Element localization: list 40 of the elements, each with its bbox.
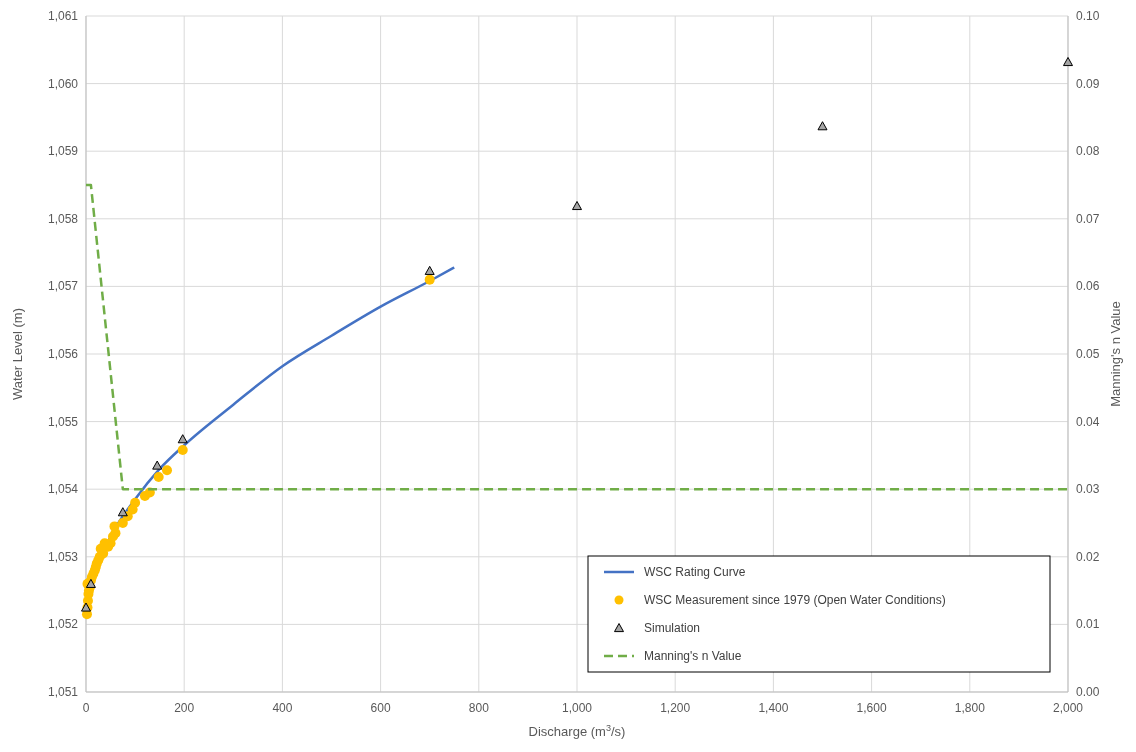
legend-label: WSC Rating Curve [644, 565, 746, 579]
y-tick-label: 1,051 [47, 685, 79, 699]
x-tick-label: 2,000 [1052, 701, 1084, 715]
y2-tick-label: 0.08 [1076, 144, 1100, 159]
y2-tick-label: 0.06 [1076, 279, 1100, 294]
x-tick-label: 1,000 [561, 701, 593, 715]
y2-tick-label: 0.00 [1076, 685, 1100, 699]
x-tick-label: 0 [82, 701, 90, 715]
y2-tick-label: 0.07 [1076, 211, 1100, 226]
x-tick-label: 800 [468, 701, 490, 715]
y-tick-label: 1,054 [47, 482, 79, 497]
x-tick-label: 1,400 [758, 701, 789, 715]
y-axis-title: Water Level (m) [10, 308, 25, 400]
y-tick-label: 1,056 [47, 347, 79, 361]
x-tick-label: 1,600 [856, 701, 887, 715]
y2-tick-label: 0.03 [1076, 482, 1100, 497]
y2-tick-label: 0.05 [1076, 347, 1100, 361]
y-tick-label: 1,061 [47, 9, 79, 23]
y2-tick-label: 0.10 [1076, 9, 1100, 23]
x-axis-title: Discharge (m$^{3}$/s) [528, 723, 626, 739]
y-tick-label: 1,057 [47, 279, 79, 294]
x-tick-label: 1,200 [660, 701, 691, 715]
y-tick-label: 1,055 [47, 414, 79, 429]
y-tick-label: 1,053 [47, 549, 79, 564]
y-tick-label: 1,059 [47, 144, 79, 159]
y-tick-label: 1,060 [47, 76, 79, 91]
y-tick-label: 1,058 [47, 211, 79, 226]
legend-label: WSC Measurement since 1979 (Open Water Conditions) [644, 593, 946, 607]
x-tick-label: 1,800 [954, 701, 986, 715]
legend-label: Simulation [644, 621, 701, 635]
x-tick-label: 400 [272, 701, 293, 715]
y2-tick-label: 0.04 [1076, 414, 1100, 429]
y2-tick-label: 0.02 [1076, 549, 1100, 564]
legend-label: Manning's n Value [644, 649, 742, 663]
y2-axis-title: Manning's n Value [1108, 301, 1123, 407]
y2-tick-label: 0.09 [1076, 76, 1100, 91]
x-tick-label: 600 [370, 701, 391, 715]
y-tick-label: 1,052 [47, 617, 79, 632]
x-tick-label: 200 [174, 701, 195, 715]
y2-tick-label: 0.01 [1076, 617, 1100, 632]
